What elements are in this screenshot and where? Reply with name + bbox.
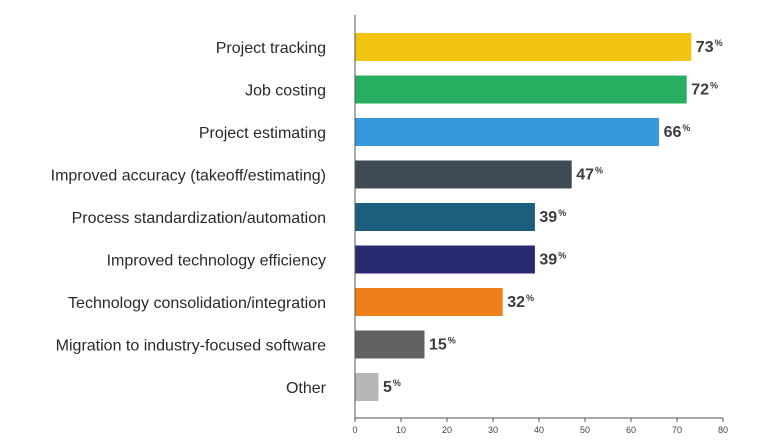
bar <box>355 118 660 146</box>
data-label: 32% <box>507 293 534 311</box>
x-tick-label: 50 <box>580 425 590 435</box>
category-label: Process standardization/automation <box>72 210 326 227</box>
data-label: 73% <box>696 38 723 56</box>
bar <box>355 160 572 189</box>
data-label-value: 39 <box>539 209 557 226</box>
data-label: 39% <box>539 208 566 226</box>
data-label: 5% <box>383 378 401 396</box>
data-label-suffix: % <box>558 251 566 261</box>
data-label: 47% <box>576 166 603 184</box>
bar <box>355 330 425 359</box>
data-label-value: 73 <box>696 39 714 56</box>
x-tick-label: 80 <box>718 425 728 435</box>
x-tick-label: 70 <box>672 425 682 435</box>
data-label: 15% <box>429 336 456 354</box>
data-label-suffix: % <box>710 81 718 91</box>
data-label-suffix: % <box>393 378 401 388</box>
data-label-value: 32 <box>507 294 525 311</box>
category-label: Project tracking <box>216 40 326 57</box>
data-label-suffix: % <box>558 208 566 218</box>
category-label: Technology consolidation/integration <box>68 295 326 312</box>
bar <box>355 288 503 316</box>
x-tick-label: 20 <box>442 425 452 435</box>
data-label: 66% <box>664 123 691 141</box>
data-label-value: 66 <box>664 124 682 141</box>
data-label-value: 72 <box>691 82 709 99</box>
data-label-suffix: % <box>715 38 723 48</box>
x-tick-label: 30 <box>488 425 498 435</box>
x-tick-label: 10 <box>396 425 406 435</box>
data-label-suffix: % <box>526 293 534 303</box>
data-label: 39% <box>539 251 566 269</box>
category-label: Project estimating <box>199 125 326 142</box>
data-label-suffix: % <box>682 123 690 133</box>
data-label-value: 39 <box>539 252 557 269</box>
category-label: Migration to industry-focused software <box>56 338 326 355</box>
bar <box>355 33 692 61</box>
data-label-value: 15 <box>429 337 447 354</box>
bar <box>355 75 687 104</box>
bar <box>355 245 535 274</box>
category-label: Job costing <box>245 83 326 100</box>
data-label-value: 47 <box>576 167 594 184</box>
category-label: Improved technology efficiency <box>107 253 326 270</box>
x-tick-label: 40 <box>534 425 544 435</box>
data-label-value: 5 <box>383 379 392 396</box>
data-label-suffix: % <box>448 336 456 346</box>
data-label: 72% <box>691 81 718 99</box>
x-tick-label: 0 <box>352 425 357 435</box>
x-tick-label: 60 <box>626 425 636 435</box>
category-label: Other <box>286 380 327 397</box>
bar <box>355 373 379 401</box>
data-label-suffix: % <box>595 166 603 176</box>
category-label: Improved accuracy (takeoff/estimating) <box>51 168 326 185</box>
bar <box>355 203 535 231</box>
